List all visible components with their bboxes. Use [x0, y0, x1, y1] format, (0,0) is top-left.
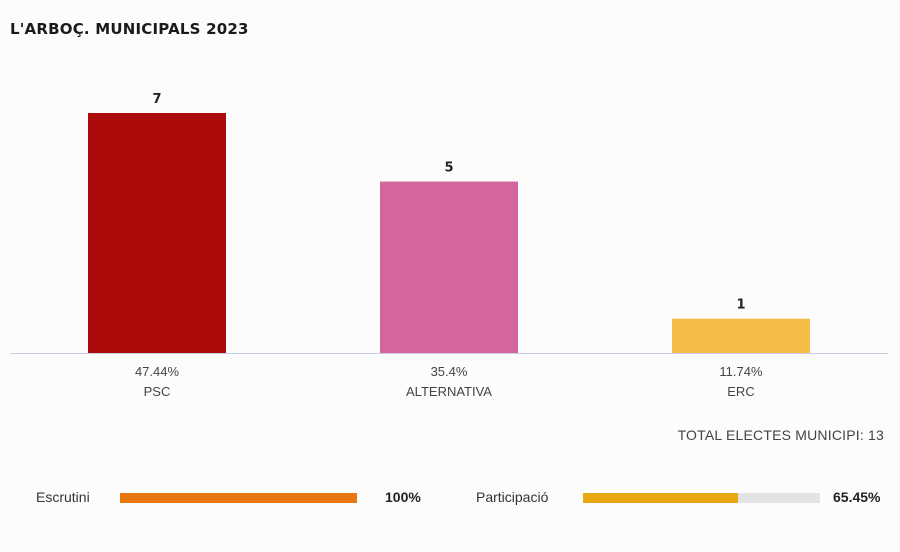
escrutini-value: 100% [385, 489, 421, 505]
bar-value-label: 1 [736, 298, 745, 313]
escrutini-label: Escrutini [36, 489, 90, 505]
total-electes-label: TOTAL ELECTES MUNICIPI: 13 [677, 427, 884, 443]
bar-psc [88, 113, 226, 353]
category-label: ERC [727, 384, 754, 399]
category-label: PSC [144, 384, 171, 399]
escrutini-progress-fill [120, 493, 357, 503]
escrutini-progress-bar [120, 493, 357, 503]
bar-alternativa [380, 181, 518, 353]
chart-title: L'ARBOÇ. MUNICIPALS 2023 [10, 20, 249, 38]
category-label: ALTERNATIVA [406, 384, 492, 399]
bar-value-label: 5 [444, 161, 453, 176]
bar-percentage-label: 11.74% [719, 364, 763, 379]
seats-bar-chart: 7 47.44% PSC 5 35.4% ALTERNATIVA 1 11.74% ERC [10, 92, 888, 399]
bar-percentage-label: 47.44% [135, 364, 180, 379]
bar-erc [672, 318, 810, 353]
participacio-label: Participació [476, 489, 549, 505]
bar-value-label: 7 [152, 92, 161, 107]
participacio-value: 65.45% [833, 489, 881, 505]
participacio-progress-fill [583, 493, 739, 503]
bar-percentage-label: 35.4% [431, 364, 468, 379]
participacio-progress-bar [583, 493, 820, 503]
